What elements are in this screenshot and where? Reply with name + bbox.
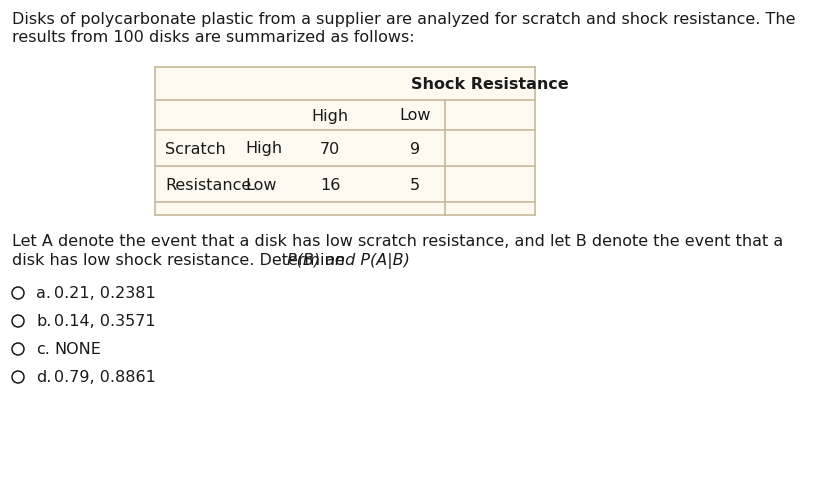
Text: Disks of polycarbonate plastic from a supplier are analyzed for scratch and shoc: Disks of polycarbonate plastic from a su…	[12, 12, 795, 27]
Text: NONE: NONE	[54, 342, 101, 357]
Text: Shock Resistance: Shock Resistance	[411, 77, 569, 92]
Text: P(B) and P(A|B): P(B) and P(A|B)	[287, 253, 410, 269]
Text: 5: 5	[410, 177, 420, 192]
Text: b.: b.	[36, 314, 51, 329]
Text: 0.79, 0.8861: 0.79, 0.8861	[54, 370, 156, 385]
Text: Scratch: Scratch	[165, 141, 225, 156]
Text: Let A denote the event that a disk has low scratch resistance, and let B denote : Let A denote the event that a disk has l…	[12, 233, 784, 248]
Text: High: High	[312, 108, 349, 123]
Text: 0.14, 0.3571: 0.14, 0.3571	[54, 314, 156, 329]
Bar	[155, 68, 535, 215]
Text: Low: Low	[245, 177, 277, 192]
Text: 0.21, 0.2381: 0.21, 0.2381	[54, 286, 156, 301]
Text: Low: Low	[399, 108, 431, 123]
Text: c.: c.	[36, 342, 50, 357]
Text: disk has low shock resistance. Determine: disk has low shock resistance. Determine	[12, 253, 349, 268]
Text: results from 100 disks are summarized as follows:: results from 100 disks are summarized as…	[12, 30, 415, 45]
Text: 9: 9	[410, 141, 420, 156]
Text: 70: 70	[320, 141, 340, 156]
Text: 16: 16	[320, 177, 340, 192]
Text: High: High	[245, 141, 282, 156]
Text: Resistance: Resistance	[165, 177, 251, 192]
Text: a.: a.	[36, 286, 51, 301]
Text: d.: d.	[36, 370, 51, 385]
